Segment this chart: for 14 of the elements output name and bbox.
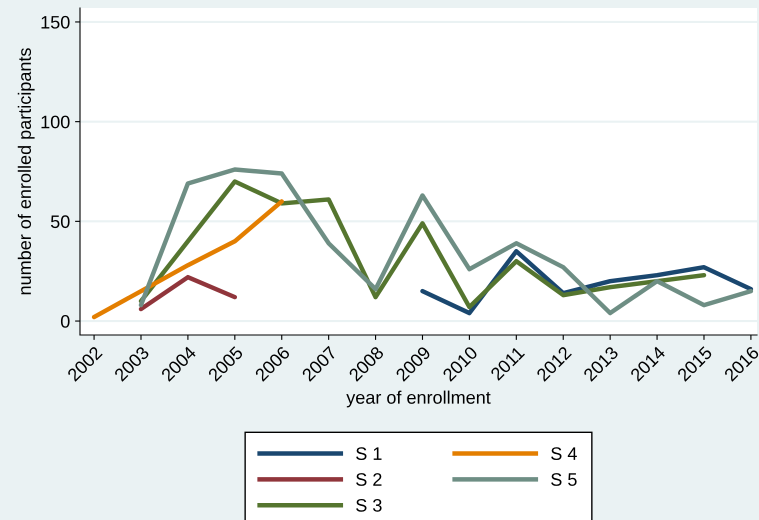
- y-tick-label: 0: [60, 314, 70, 328]
- y-tick-label: 100: [42, 116, 70, 128]
- y-axis-title: number of enrolled participants: [18, 48, 35, 294]
- y-tick-label: 50: [50, 215, 70, 228]
- line-series: [92, 199, 284, 320]
- line-series: [138, 167, 754, 316]
- x-axis-title: year of enrollment: [346, 390, 491, 408]
- legend-label: S 1: [356, 447, 382, 460]
- line-series: [138, 179, 706, 310]
- legend-label: S 3: [356, 498, 382, 512]
- y-tick-label: 150: [42, 16, 70, 29]
- legend-label: S 5: [551, 473, 577, 486]
- legend-label: S 4: [551, 447, 577, 460]
- legend-label: S 2: [356, 473, 382, 486]
